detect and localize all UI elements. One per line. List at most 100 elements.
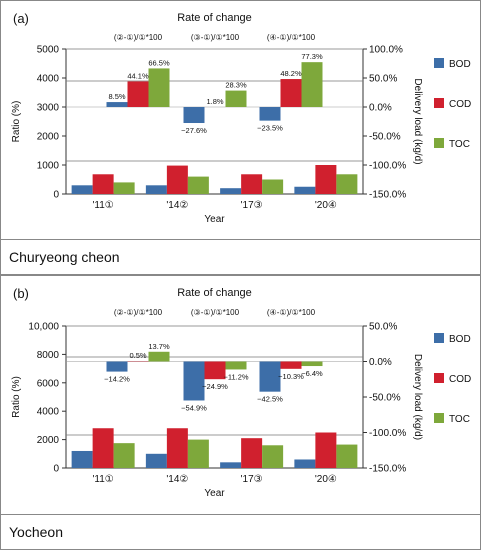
rate-bar-toc <box>225 361 247 370</box>
rate-bar-bod <box>106 102 128 107</box>
load-bar-bod <box>145 453 167 468</box>
load-bar-cod <box>241 174 263 194</box>
load-bar-bod <box>220 188 242 194</box>
right-tick-label: 0.0% <box>369 357 392 368</box>
chart-title: Rate of change <box>177 287 252 299</box>
right-tick-label: 50.0% <box>369 74 397 85</box>
rate-data-label: −11.2% <box>223 372 248 381</box>
load-bar-cod <box>315 165 337 194</box>
rate-bar-cod <box>127 81 149 107</box>
rate-bar-toc <box>301 361 323 367</box>
chart-panel-yocheon: (b) Rate of change (②-①)/①*100 (③-①)/①*100 (… <box>0 275 481 550</box>
rate-formula: (④-①)/①*100 <box>267 308 316 317</box>
rate-bar-toc <box>301 62 323 107</box>
legend-label: COD <box>449 374 471 385</box>
right-tick-label: -150.0% <box>369 190 406 201</box>
x-tick-label: '11① <box>92 200 113 211</box>
rate-data-label: −27.6% <box>181 126 207 135</box>
left-tick-label: 8000 <box>37 350 60 361</box>
load-bar-cod <box>241 438 263 468</box>
caption-churyeong: Churyeong cheon <box>9 249 120 265</box>
left-tick-label: 1000 <box>37 161 60 172</box>
y2-axis-label: Delivery load (kg/d) <box>412 354 423 440</box>
x-tick-label: '20④ <box>315 200 337 211</box>
x-tick-label: '20④ <box>315 474 337 485</box>
left-tick-label: 3000 <box>37 103 60 114</box>
rate-bar-bod <box>259 361 281 392</box>
legend-label: COD <box>449 99 471 110</box>
rate-data-label: 8.5% <box>108 92 125 101</box>
x-tick-label: '11① <box>92 474 113 485</box>
rate-bar-cod <box>204 361 226 380</box>
rate-formula: (④-①)/①*100 <box>267 33 316 42</box>
load-bar-toc <box>113 443 135 468</box>
load-bar-toc <box>187 439 209 468</box>
load-bar-bod <box>220 462 242 468</box>
right-tick-label: -50.0% <box>369 393 401 404</box>
rate-data-label: 0.5% <box>129 351 146 360</box>
legend-swatch-bod <box>434 58 444 68</box>
rate-data-label: −14.2% <box>104 375 130 384</box>
left-tick-label: 0 <box>53 464 59 475</box>
rate-formula: (②-①)/①*100 <box>114 308 163 317</box>
rate-data-label: −10.3% <box>278 372 304 381</box>
load-bar-bod <box>294 459 316 468</box>
load-bar-bod <box>71 450 93 468</box>
rate-bar-cod <box>280 79 302 107</box>
rate-bar-bod <box>259 107 281 121</box>
left-tick-label: 5000 <box>37 45 60 56</box>
load-bar-cod <box>315 432 337 468</box>
y-axis-label: Ratio (%) <box>11 101 22 143</box>
right-tick-label: 0.0% <box>369 103 392 114</box>
legend-swatch-bod <box>434 333 444 343</box>
rate-data-label: 77.3% <box>301 52 323 61</box>
legend-label: TOC <box>449 139 470 150</box>
legend-swatch-cod <box>434 373 444 383</box>
caption-yocheon: Yocheon <box>9 524 63 540</box>
rate-data-label: 48.2% <box>280 69 302 78</box>
left-tick-label: 6000 <box>37 378 60 389</box>
rate-data-label: 28.3% <box>225 81 247 90</box>
left-tick-label: 0 <box>53 190 59 201</box>
load-bar-toc <box>336 174 358 194</box>
legend-swatch-cod <box>434 98 444 108</box>
legend-label: BOD <box>449 334 471 345</box>
rate-data-label: 13.7% <box>148 342 170 351</box>
legend-swatch-toc <box>434 413 444 423</box>
left-tick-label: 4000 <box>37 407 60 418</box>
load-bar-bod <box>145 185 167 194</box>
rate-bar-cod <box>280 361 302 369</box>
rate-bar-toc <box>148 351 170 362</box>
rate-bar-toc <box>225 90 247 107</box>
x-axis-label: Year <box>204 214 225 225</box>
load-bar-bod <box>71 185 93 194</box>
load-bar-cod <box>92 428 114 468</box>
chart-svg-a: (a) Rate of change (②-①)/①*100 (③-①)/①*100 (… <box>11 11 471 225</box>
load-bar-cod <box>166 428 188 468</box>
x-tick-label: '14② <box>166 200 188 211</box>
load-bar-toc <box>262 179 284 194</box>
legend-label: BOD <box>449 59 471 70</box>
left-tick-label: 10,000 <box>28 322 59 333</box>
right-tick-label: -100.0% <box>369 428 406 439</box>
right-tick-label: -100.0% <box>369 161 406 172</box>
chart-title: Rate of change <box>177 12 252 24</box>
right-tick-label: 50.0% <box>369 322 397 333</box>
rate-data-label: −24.9% <box>202 382 228 391</box>
y2-axis-label: Delivery load (kg/d) <box>412 78 423 164</box>
x-tick-label: '17③ <box>241 474 263 485</box>
rate-formula: (③-①)/①*100 <box>191 33 240 42</box>
rate-bar-bod <box>183 361 205 401</box>
rate-bar-toc <box>148 68 170 107</box>
rate-data-label: −42.5% <box>257 395 283 404</box>
x-tick-label: '14② <box>166 474 188 485</box>
rate-data-label: 44.1% <box>127 71 149 80</box>
load-bar-toc <box>262 445 284 468</box>
rate-data-label: 1.8% <box>206 97 223 106</box>
right-tick-label: 100.0% <box>369 45 403 56</box>
panel-label: (b) <box>13 286 29 301</box>
rate-formula: (③-①)/①*100 <box>191 308 240 317</box>
rate-bar-bod <box>106 361 128 372</box>
x-axis-label: Year <box>204 488 225 499</box>
load-bar-cod <box>92 174 114 194</box>
